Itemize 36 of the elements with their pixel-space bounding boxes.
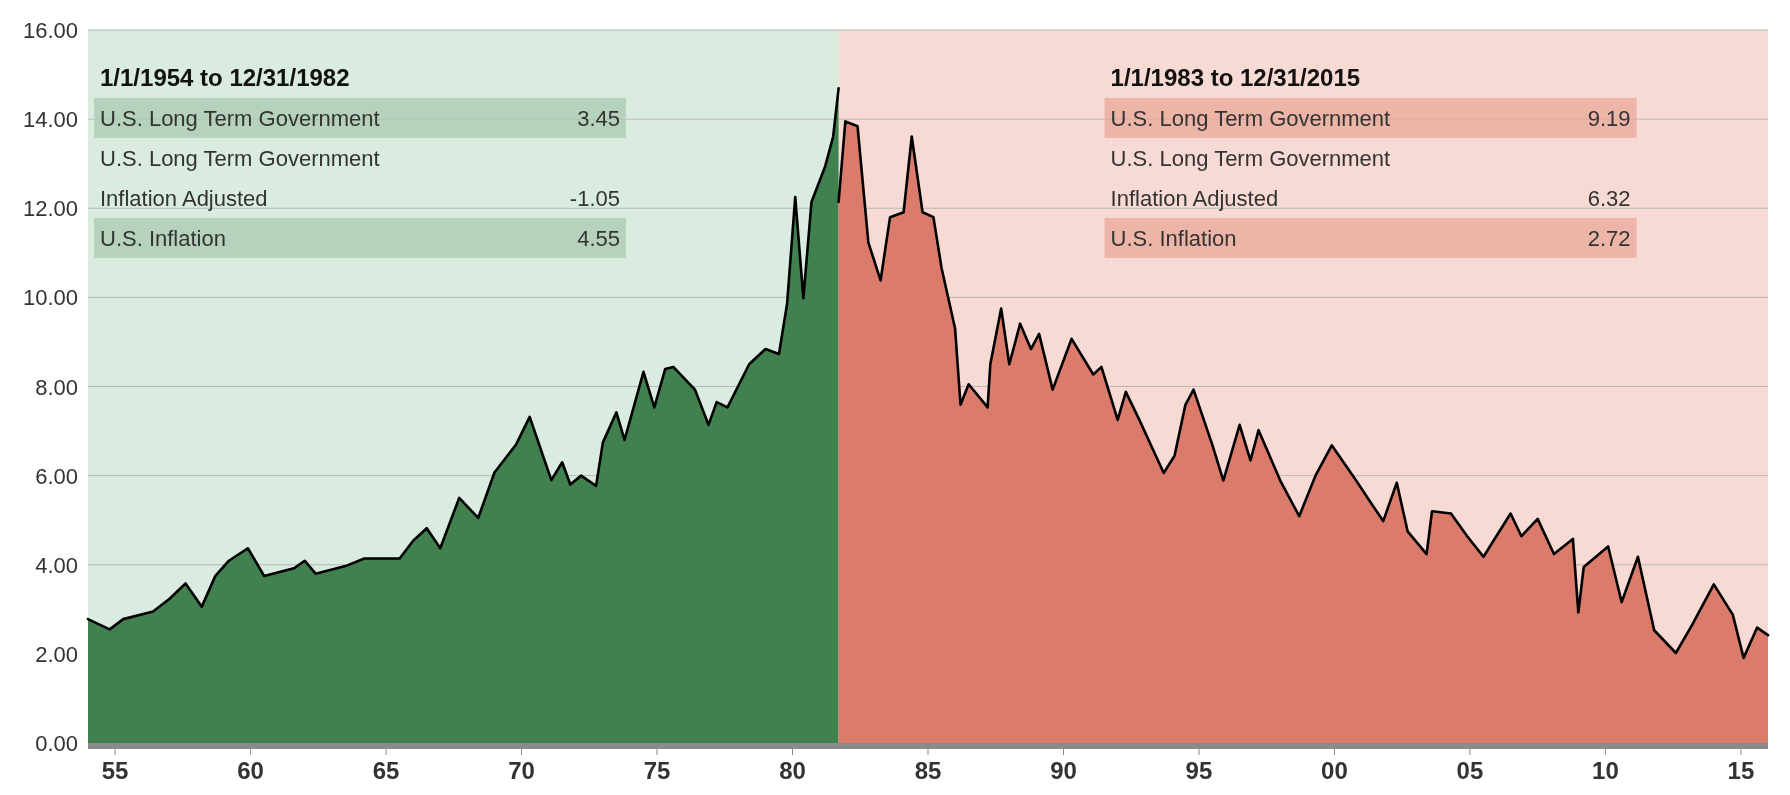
y-tick-label: 8.00: [35, 374, 78, 400]
x-tick-label: 00: [1321, 757, 1348, 784]
annotation: 1/1/1954 to 12/31/1982: [100, 64, 350, 91]
annotation: 2.72: [1587, 226, 1631, 251]
annotation: -1.05: [569, 186, 620, 211]
annotation: U.S. Long Term Government Inflation Adjusted: [1110, 146, 1391, 211]
annotation: U.S. Long Term Government: [1110, 106, 1391, 131]
annotation: U.S. Inflation: [100, 226, 226, 251]
x-tick-label: 60: [237, 757, 264, 784]
annotation: 6.32: [1587, 186, 1631, 211]
y-tick-label: 6.00: [35, 463, 78, 489]
x-tick-label: 90: [1050, 757, 1077, 784]
x-tick-label: 05: [1456, 757, 1484, 784]
x-tick-label: 70: [508, 757, 535, 784]
x-tick-label: 75: [643, 757, 671, 784]
x-tick-label: 55: [101, 757, 129, 784]
y-tick-label: 10.00: [22, 285, 78, 311]
annotation: U.S. Long Term Government: [100, 106, 380, 131]
x-tick-label: 95: [1185, 757, 1213, 784]
x-tick-label: 85: [914, 757, 942, 784]
y-tick-label: 16.00: [22, 18, 78, 43]
y-tick-label: 14.00: [22, 107, 78, 133]
annotation: 9.19: [1587, 106, 1631, 131]
x-tick-label: 80: [779, 757, 806, 784]
x-tick-label: 15: [1727, 757, 1755, 784]
annotation: 3.45: [577, 106, 620, 131]
x-tick-label: 10: [1592, 757, 1619, 784]
y-tick-label: 4.00: [35, 552, 78, 578]
annotation: 4.55: [577, 226, 620, 251]
y-tick-label: 0.00: [35, 731, 78, 756]
y-tick-label: 12.00: [22, 196, 78, 222]
annotation: U.S. Long Term Government Inflation Adjusted: [100, 146, 380, 211]
annotation: 1/1/1983 to 12/31/2015: [1110, 64, 1361, 91]
x-tick-label: 65: [372, 757, 400, 784]
annotation: U.S. Inflation: [1110, 226, 1237, 251]
y-tick-label: 2.00: [35, 641, 78, 667]
